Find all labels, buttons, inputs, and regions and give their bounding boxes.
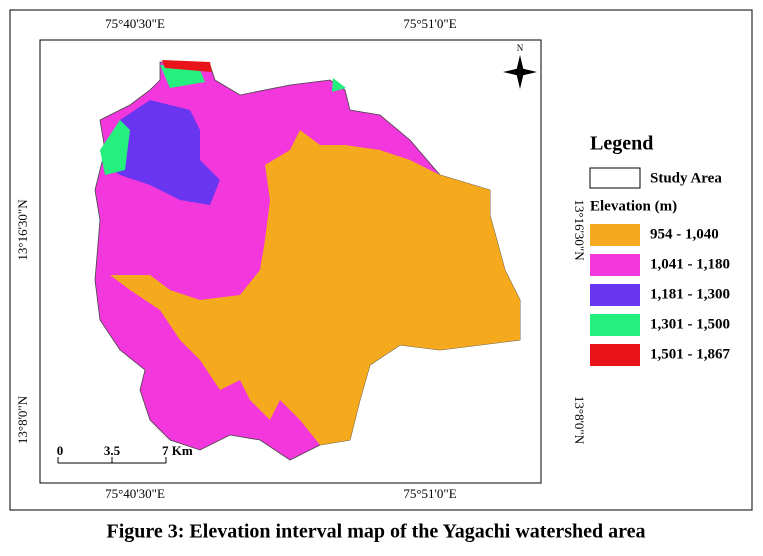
legend-swatch bbox=[590, 224, 640, 246]
zone bbox=[105, 100, 220, 205]
outer-frame bbox=[9, 9, 753, 511]
lat-label: 13°16'30"N bbox=[15, 199, 30, 261]
study-area-swatch bbox=[589, 167, 641, 189]
legend-swatch bbox=[590, 344, 640, 366]
north-label: N bbox=[517, 43, 524, 53]
north-arrow: N bbox=[503, 43, 537, 89]
lon-label: 75°51'0"E bbox=[403, 16, 456, 31]
legend-label: 954 - 1,040 bbox=[650, 226, 719, 242]
legend-label: 1,501 - 1,867 bbox=[650, 346, 730, 362]
zone bbox=[160, 65, 205, 88]
zone bbox=[110, 130, 520, 445]
scale-label: 7 Km bbox=[162, 443, 193, 458]
lon-label: 75°51'0"E bbox=[403, 486, 456, 501]
elevation-zones bbox=[94, 60, 521, 461]
legend-label: Study Area bbox=[650, 170, 722, 186]
caption: Figure 3: Elevation interval map of the … bbox=[106, 521, 645, 543]
legend: Legend Study Area Elevation (m) 954 - 1,… bbox=[589, 133, 730, 366]
lat-label: 13°8'0"N bbox=[15, 395, 30, 444]
legend-swatch bbox=[590, 284, 640, 306]
lon-label: 75°40'30"E bbox=[105, 486, 165, 501]
legend-label: 1,181 - 1,300 bbox=[650, 286, 730, 302]
legend-subtitle: Elevation (m) bbox=[590, 198, 677, 214]
zone bbox=[162, 60, 212, 72]
lat-label: 13°8'0"N bbox=[572, 396, 587, 445]
legend-label: 1,041 - 1,180 bbox=[650, 256, 730, 272]
scale-label: 3.5 bbox=[104, 443, 121, 458]
legend-title: Legend bbox=[590, 133, 653, 155]
zone bbox=[332, 78, 346, 92]
zone bbox=[100, 120, 130, 175]
legend-label: 1,301 - 1,500 bbox=[650, 316, 730, 332]
lat-label: 13°16'30"N bbox=[572, 199, 587, 261]
scale-bar: 0 3.5 7 Km bbox=[57, 443, 193, 464]
lon-label: 75°40'30"E bbox=[105, 16, 165, 31]
scale-label: 0 bbox=[57, 443, 64, 458]
legend-swatch bbox=[590, 254, 640, 276]
legend-swatch bbox=[590, 314, 640, 336]
